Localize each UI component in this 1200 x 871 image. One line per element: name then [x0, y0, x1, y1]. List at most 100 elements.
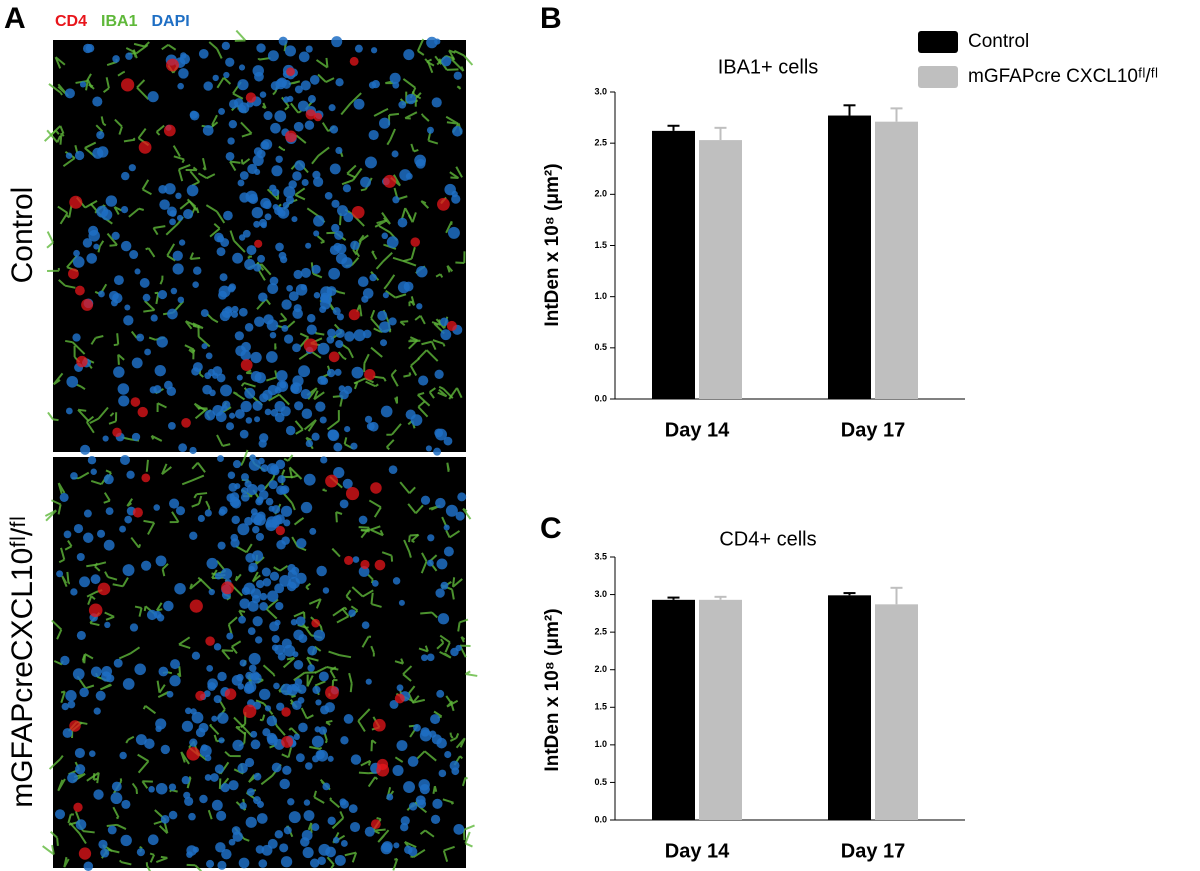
nucleus [186, 184, 199, 197]
nucleus [158, 666, 169, 677]
nucleus [249, 454, 256, 461]
nucleus [238, 102, 250, 114]
error-bar [667, 596, 680, 600]
nucleus [275, 155, 283, 163]
nucleus [264, 213, 272, 221]
nucleus [238, 615, 246, 624]
microglia [112, 577, 129, 588]
nucleus [413, 723, 421, 732]
nucleus [279, 843, 289, 853]
microglia [156, 680, 166, 694]
nucleus [344, 331, 355, 342]
microglia [363, 353, 370, 373]
nucleus [379, 321, 391, 333]
microglia [431, 319, 442, 326]
nucleus [228, 99, 239, 109]
nucleus [292, 375, 304, 387]
nucleus [416, 303, 423, 310]
nucleus [279, 381, 287, 389]
nucleus [96, 130, 105, 140]
microglia [205, 204, 226, 224]
microglia [420, 552, 428, 574]
nucleus [420, 495, 431, 505]
microglia [410, 533, 420, 543]
nucleus [245, 417, 253, 424]
nucleus [170, 287, 178, 295]
nucleus [303, 799, 311, 806]
nucleus [322, 782, 331, 791]
microglia [417, 349, 439, 362]
nucleus [335, 328, 345, 339]
image-label: Control [6, 187, 39, 284]
nucleus [280, 485, 290, 494]
nucleus [294, 678, 303, 686]
nucleus [240, 492, 250, 502]
nucleus [274, 110, 287, 123]
nucleus [339, 389, 349, 400]
nucleus [168, 810, 178, 820]
microglia [205, 500, 211, 510]
cd4-cell [254, 239, 263, 248]
nucleus [270, 466, 280, 476]
nucleus [320, 292, 330, 303]
nucleus [252, 154, 264, 166]
nucleus [215, 842, 226, 853]
nucleus [313, 176, 324, 187]
microglia [44, 509, 57, 522]
microglia [189, 578, 203, 590]
nucleus [204, 754, 212, 762]
nucleus [303, 810, 315, 821]
nucleus [294, 401, 304, 411]
nucleus [328, 267, 341, 280]
microglia [61, 575, 68, 587]
nucleus [97, 529, 106, 538]
y-tick-label: 2.5 [594, 627, 607, 637]
nucleus [177, 296, 185, 304]
microglia [97, 240, 105, 253]
microglia [360, 759, 372, 767]
nucleus [324, 192, 333, 200]
microglia [106, 232, 118, 247]
nucleus [220, 238, 230, 247]
nucleus [453, 71, 462, 80]
nucleus [155, 782, 168, 795]
microglia [383, 274, 396, 290]
y-tick-label: 2.5 [594, 138, 607, 148]
nucleus [415, 795, 426, 806]
y-axis-label: IntDen x 10⁸ (μm²) [542, 163, 563, 326]
microglia [47, 267, 60, 273]
microglia [375, 251, 393, 270]
nucleus [75, 819, 87, 830]
nucleus [431, 97, 442, 108]
microglia [159, 275, 164, 285]
nucleus [90, 574, 101, 585]
microglia [419, 829, 435, 838]
microglia [166, 243, 176, 262]
nucleus [234, 409, 245, 419]
nucleus [256, 800, 265, 808]
nucleus [388, 317, 397, 326]
microglia [195, 207, 200, 214]
nucleus [350, 754, 362, 765]
nucleus [298, 51, 310, 63]
nucleus [213, 695, 222, 704]
nucleus [455, 511, 465, 521]
nucleus [348, 804, 358, 814]
nucleus [168, 421, 176, 430]
microglia [230, 640, 242, 655]
cd4-cell [328, 351, 340, 363]
nucleus [240, 400, 252, 413]
microglia [189, 252, 201, 261]
bar [652, 599, 695, 820]
nucleus [436, 737, 447, 749]
microglia [178, 636, 191, 650]
nucleus [134, 663, 146, 676]
cd4-cell [205, 636, 215, 646]
microglia [465, 670, 478, 677]
microglia [449, 733, 460, 742]
microglia [209, 223, 221, 238]
nucleus [393, 842, 400, 849]
nucleus [294, 160, 306, 171]
microglia [87, 595, 96, 605]
nucleus [303, 473, 316, 486]
